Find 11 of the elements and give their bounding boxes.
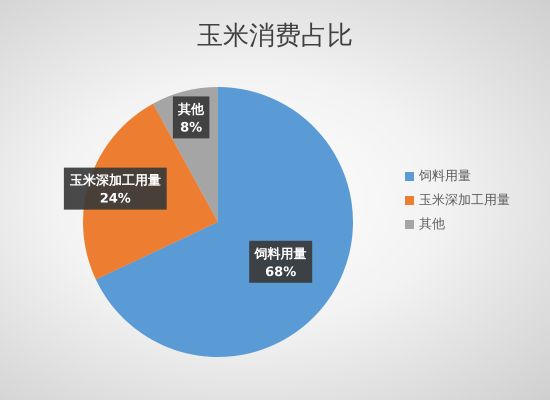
data-label: 68%: [265, 264, 296, 280]
legend-label: 玉米深加工用量: [419, 192, 510, 209]
data-label: 24%: [100, 192, 131, 207]
legend-label: 饲料用量: [419, 168, 471, 185]
data-label: 8%: [180, 120, 202, 136]
legend-label: 其他: [419, 216, 445, 233]
chart-title: 玉米消费占比: [196, 20, 354, 52]
slice-label: 其他: [177, 102, 206, 118]
pie-slice: [96, 87, 353, 357]
slice-label: 玉米深加工用量: [68, 174, 161, 189]
slice-label: 饲料用量: [254, 246, 307, 262]
